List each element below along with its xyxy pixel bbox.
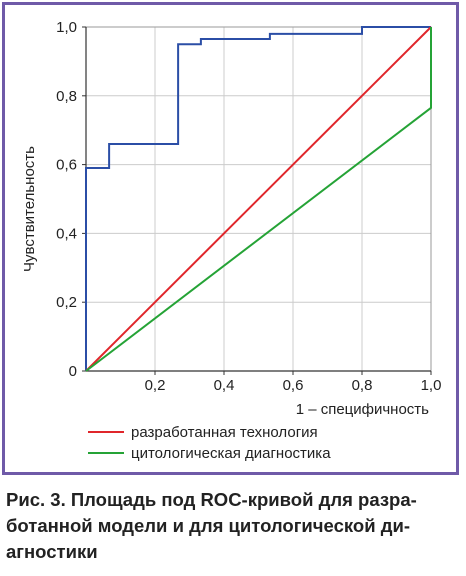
x-tick-label: 0,6 (283, 377, 304, 394)
series-line-3 (85, 27, 432, 372)
x-axis-label: 1 – специфичность (296, 401, 429, 418)
y-tick-label: 0,6 (56, 157, 77, 174)
caption-line: агностики (6, 541, 98, 562)
figure-caption: Рис. 3. Площадь под ROC-кривой для разра… (6, 487, 456, 565)
roc-chart: 0,2 0,4 0,6 0,8 1,0 0 0,2 0,4 0,6 0,8 1,0 1 – специ… (21, 19, 442, 462)
series-line-2 (85, 26, 432, 372)
y-tick-label: 0,8 (56, 88, 77, 105)
legend-label: цитологическая диагностика (131, 445, 331, 462)
series-line-1 (85, 26, 431, 371)
caption-line: Рис. 3. Площадь под ROC-кривой для разра… (6, 489, 417, 510)
x-tick-label: 0,8 (352, 377, 373, 394)
figure-frame (2, 2, 459, 475)
caption-line: ботанной модели и для цитологической ди- (6, 515, 410, 536)
x-tick-label: 0,4 (214, 377, 235, 394)
y-tick-label: 0 (69, 363, 77, 380)
x-tick-label: 1,0 (421, 377, 442, 394)
y-tick-label: 0,4 (56, 225, 77, 242)
y-tick-label: 1,0 (56, 19, 77, 36)
legend-label: разработанная технология (131, 424, 318, 441)
y-axis-label: Чувствительность (21, 146, 38, 272)
y-tick-label: 0,2 (56, 294, 77, 311)
x-tick-label: 0,2 (145, 377, 166, 394)
